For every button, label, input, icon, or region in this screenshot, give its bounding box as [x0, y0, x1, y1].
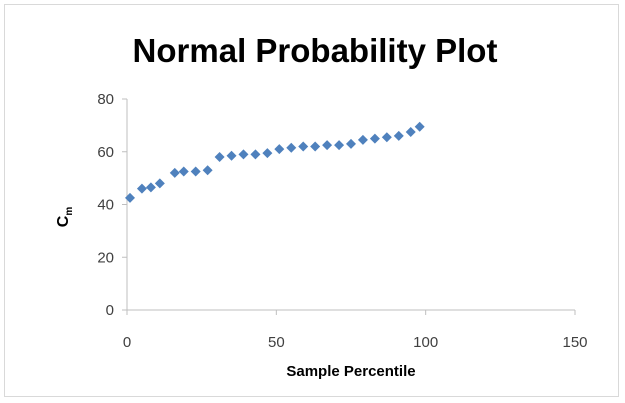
data-point [202, 165, 213, 176]
data-point [226, 150, 237, 161]
y-tick-label: 60 [97, 144, 114, 161]
data-point [310, 141, 321, 152]
data-point [346, 138, 356, 149]
data-point [322, 140, 333, 151]
chart-svg: Normal Probability Plot 0 20 40 60 80 0 50 100… [55, 32, 588, 380]
data-point [250, 149, 261, 160]
data-point [405, 126, 416, 137]
y-axis-label-group: Cm [55, 207, 75, 228]
data-point [286, 142, 297, 153]
data-point [298, 141, 309, 152]
y-tick-label: 40 [97, 197, 114, 214]
chart-frame: Normal Probability Plot 0 20 40 60 80 0 50 100… [4, 4, 619, 397]
data-point [145, 182, 156, 193]
data-point [381, 132, 392, 143]
svg-text:Cm: Cm [55, 207, 75, 228]
x-axis-label: Sample Percentile [286, 363, 415, 380]
x-tick-label: 100 [413, 334, 438, 351]
data-point [214, 152, 225, 163]
x-tick-label: 0 [123, 334, 131, 351]
data-point [124, 192, 135, 203]
chart-title: Normal Probability Plot [133, 32, 498, 69]
data-point [262, 148, 273, 159]
x-tick-label: 50 [268, 334, 285, 351]
y-axis-label-subscript: m [64, 207, 75, 216]
x-tick-label: 150 [562, 334, 587, 351]
data-point [136, 183, 147, 194]
data-points [124, 121, 425, 203]
y-tick-label: 20 [97, 249, 114, 266]
data-point [357, 134, 368, 145]
data-point [369, 133, 380, 144]
data-point [169, 167, 180, 178]
data-point [414, 121, 425, 132]
data-point [178, 166, 189, 177]
data-point [274, 144, 285, 155]
x-tick-group: 0 50 100 150 [123, 310, 588, 351]
y-tick-label: 80 [97, 91, 114, 108]
data-point [334, 140, 345, 151]
data-point [154, 178, 165, 189]
data-point [190, 166, 201, 177]
y-tick-group: 0 20 40 60 80 [97, 91, 127, 319]
data-point [238, 149, 249, 160]
y-tick-label: 0 [106, 302, 114, 319]
data-point [393, 130, 404, 141]
y-axis-label: C [55, 215, 72, 227]
